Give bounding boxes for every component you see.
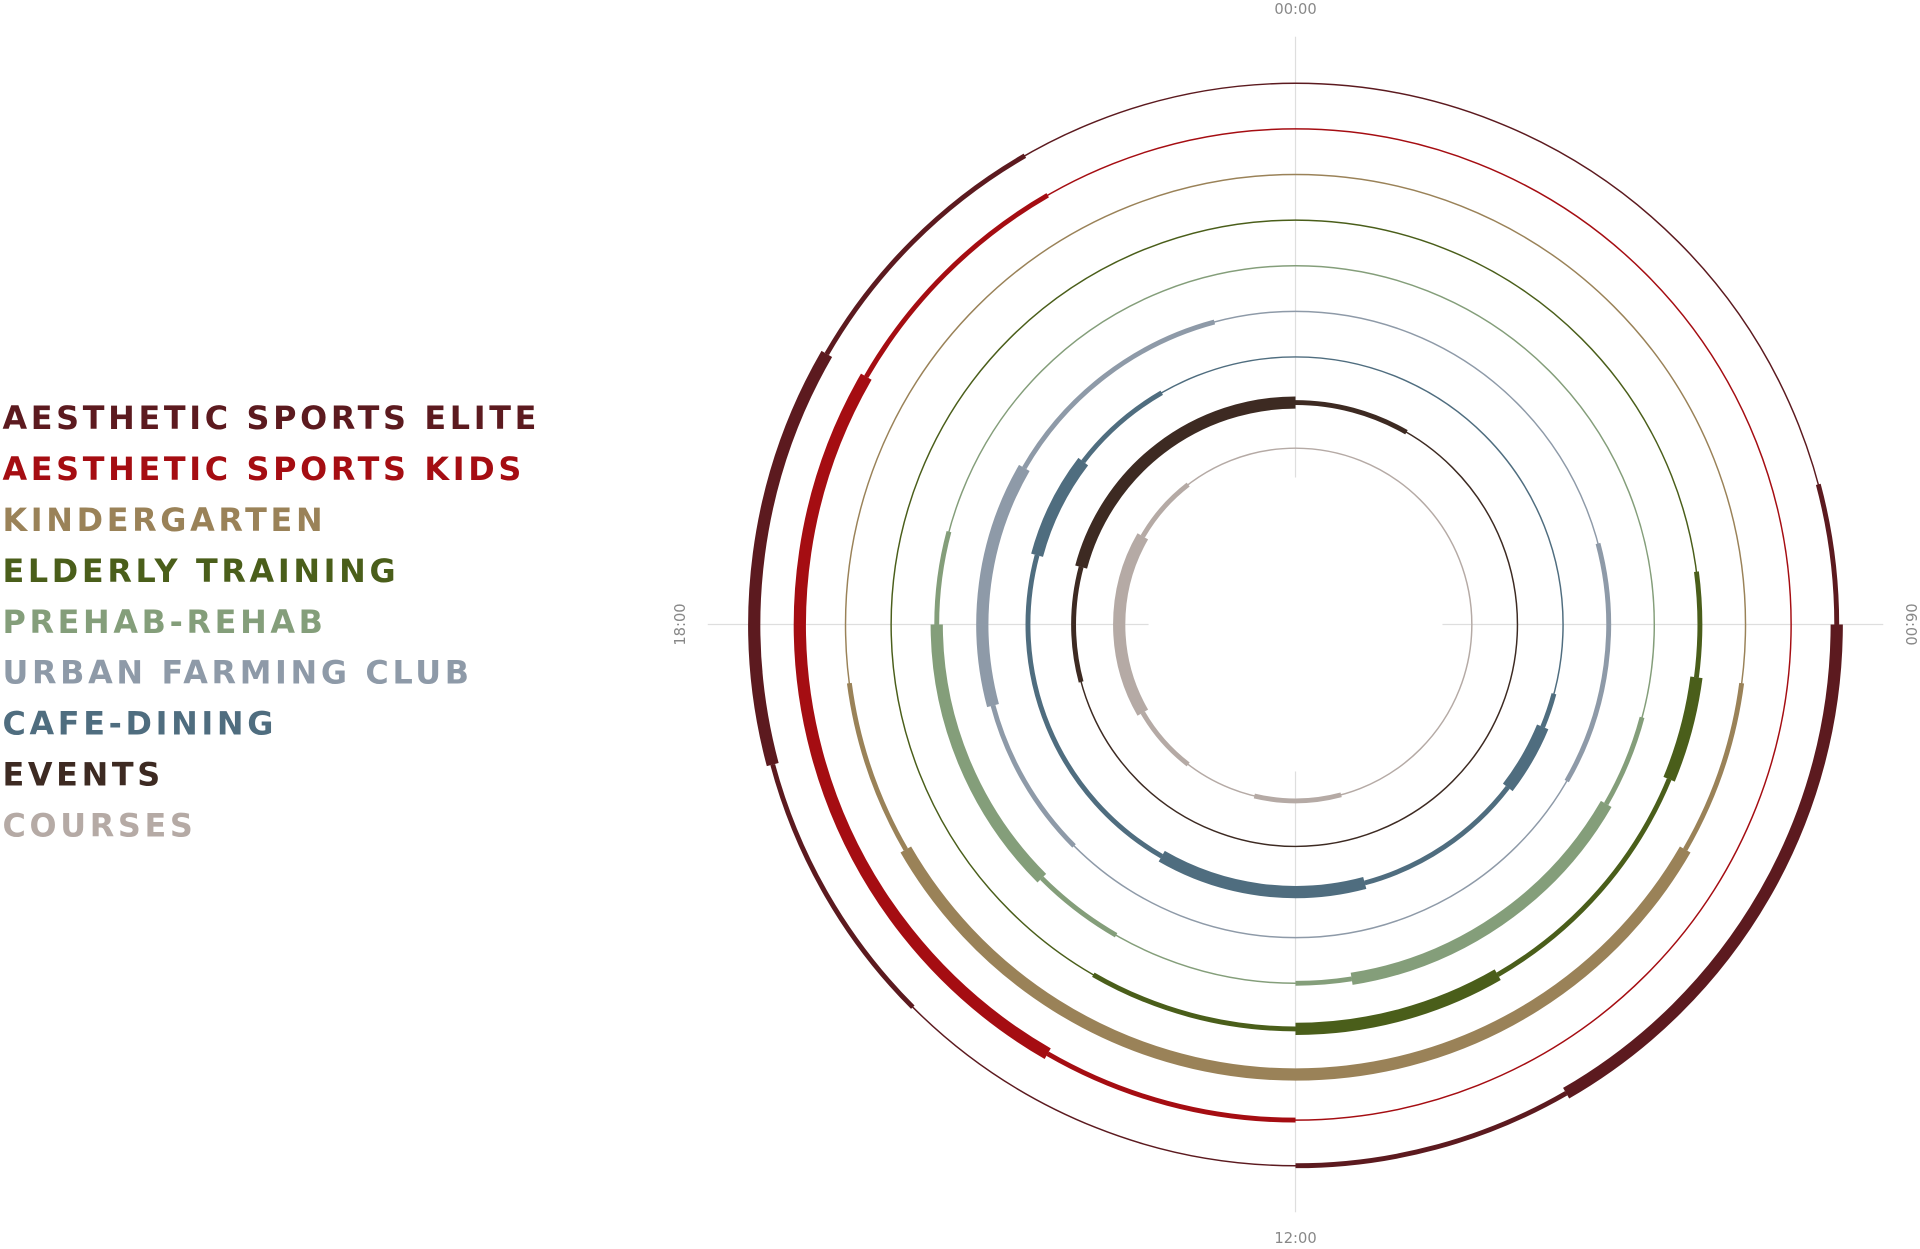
time-segment: [1815, 483, 1840, 625]
legend-label: AESTHETIC SPORTS ELITE: [2, 399, 540, 437]
tick-label: 18:00: [672, 603, 689, 645]
time-segment: [1071, 566, 1084, 683]
time-segment: [1683, 682, 1745, 851]
time-segment: [1295, 969, 1501, 1036]
time-segment: [793, 373, 1051, 1060]
time-segment: [770, 763, 915, 1009]
time-segment: [1092, 972, 1296, 1032]
time-segment: [748, 350, 833, 767]
time-segment: [1563, 624, 1843, 1099]
time-segment: [1540, 693, 1557, 728]
legend-label: AESTHETIC SPORTS KIDS: [2, 450, 524, 488]
time-segment: [1295, 400, 1408, 435]
time-segment: [1022, 319, 1216, 470]
time-segment: [930, 624, 1047, 883]
time-segment: [1604, 716, 1645, 806]
legend-label: KINDERGARTEN: [2, 501, 326, 539]
legend-label: EVENTS: [2, 756, 163, 794]
time-segment: [1350, 800, 1612, 985]
time-segment: [1295, 976, 1353, 986]
legend-label: CAFE-DINING: [2, 705, 277, 743]
time-segment: [1040, 876, 1118, 938]
time-segment: [824, 153, 1027, 356]
tick-label: 12:00: [1274, 1230, 1316, 1247]
time-segment: [1158, 850, 1367, 899]
time-segment: [976, 464, 1030, 708]
time-segment: [864, 193, 1049, 378]
time-segment: [1663, 676, 1703, 782]
time-segment: [1253, 792, 1342, 804]
time-segment: [1046, 1051, 1296, 1123]
time-segment: [934, 531, 952, 625]
time-segment: [1564, 542, 1612, 783]
legend-label: COURSES: [2, 807, 196, 845]
time-segment: [1113, 533, 1149, 716]
time-segment: [1031, 457, 1089, 557]
time-segment: [990, 704, 1076, 848]
time-segment: [1081, 390, 1163, 464]
legend-label: PREHAB-REHAB: [2, 603, 326, 641]
legend-label: URBAN FARMING CLUB: [2, 654, 472, 692]
time-segment: [1502, 724, 1549, 792]
time-segment: [846, 682, 908, 851]
tick-label: 00:00: [1274, 1, 1316, 18]
legend-label: ELDERLY TRAINING: [2, 552, 399, 590]
time-segment: [900, 846, 1691, 1081]
time-segment: [1140, 711, 1190, 767]
time-segment: [1364, 785, 1510, 886]
time-segment: [1075, 396, 1296, 569]
time-segment: [1295, 1091, 1568, 1169]
time-segment: [1496, 778, 1672, 977]
time-segment: [1140, 482, 1190, 538]
time-segment: [1694, 571, 1703, 678]
tick-label: 06:00: [1902, 603, 1919, 645]
time-segment: [1025, 554, 1163, 859]
